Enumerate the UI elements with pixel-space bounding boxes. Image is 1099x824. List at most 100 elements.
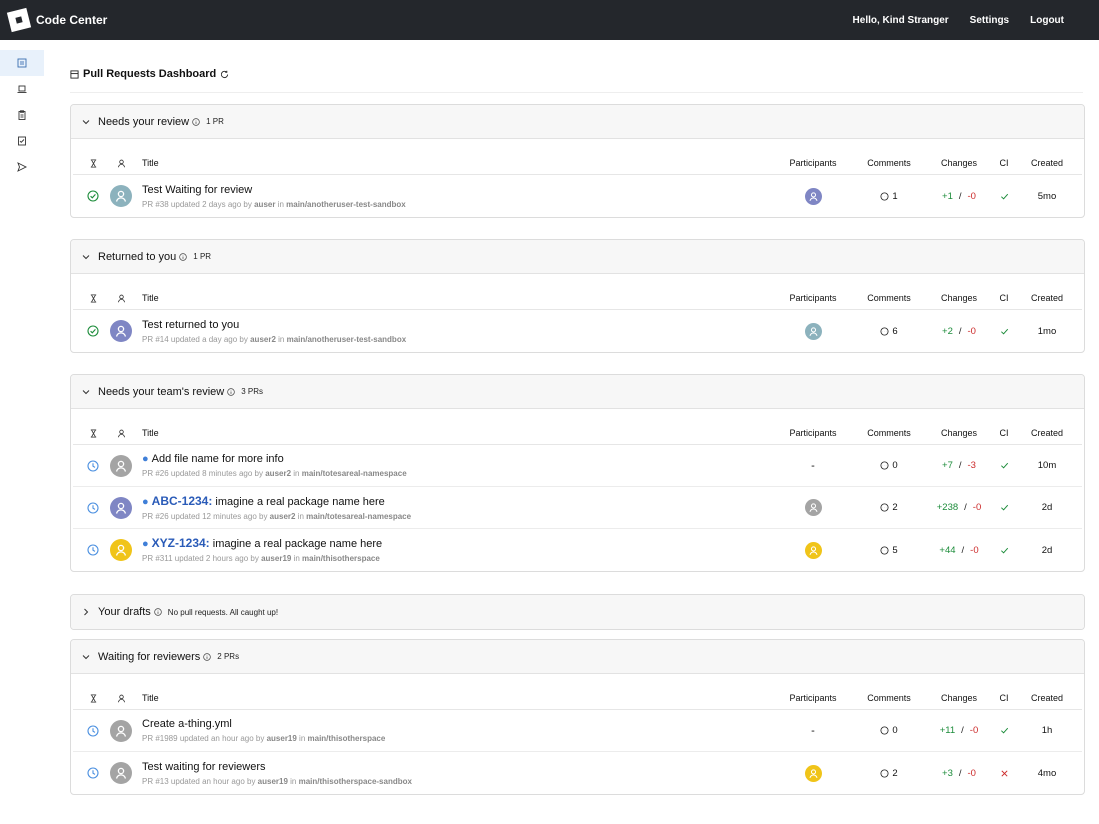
- participants-column-header[interactable]: Participants: [789, 693, 837, 703]
- ci-column-header[interactable]: CI: [999, 293, 1009, 303]
- participants-column-header[interactable]: Participants: [789, 428, 837, 438]
- app-logo-icon[interactable]: [6, 7, 32, 33]
- author-column-header[interactable]: [109, 429, 133, 438]
- ci-cell[interactable]: [994, 192, 1014, 201]
- title-column-header[interactable]: Title: [142, 428, 159, 438]
- comments-column-header[interactable]: Comments: [867, 293, 911, 303]
- section-header[interactable]: Waiting for reviewers 2 PRs: [71, 640, 1084, 674]
- pr-status: [86, 544, 100, 556]
- author-avatar[interactable]: [110, 496, 132, 519]
- author-avatar[interactable]: [110, 185, 132, 207]
- clock-icon: [87, 459, 99, 472]
- pr-title[interactable]: ● XYZ-1234: imagine a real package name h…: [142, 537, 382, 551]
- created-column-header[interactable]: Created: [1030, 158, 1064, 168]
- chevron-down-icon[interactable]: [81, 117, 91, 127]
- comments-cell: 1: [860, 191, 918, 202]
- ci-cell[interactable]: [994, 327, 1014, 336]
- comments-column-header[interactable]: Comments: [867, 158, 911, 168]
- participants-column-header[interactable]: Participants: [789, 293, 837, 303]
- pr-title[interactable]: Test returned to you: [142, 319, 406, 332]
- table-row[interactable]: Create a-thing.yml PR #1989 updated an h…: [73, 710, 1082, 752]
- participant-avatar[interactable]: [804, 187, 822, 205]
- section-header[interactable]: Your drafts No pull requests. All caught…: [71, 595, 1084, 629]
- ci-column-header[interactable]: CI: [999, 693, 1009, 703]
- comments-column-header[interactable]: Comments: [867, 693, 911, 703]
- table-row[interactable]: ● ABC-1234: imagine a real package name h…: [73, 487, 1082, 529]
- section-header[interactable]: Needs your review 1 PR: [71, 105, 1084, 139]
- created-column-header[interactable]: Created: [1030, 293, 1064, 303]
- participant-avatar[interactable]: [804, 499, 822, 516]
- logout-link[interactable]: Logout: [1030, 14, 1064, 26]
- chevron-right-icon[interactable]: [81, 607, 91, 617]
- status-column-header[interactable]: [86, 159, 100, 168]
- pr-title[interactable]: ● Add file name for more info: [142, 453, 407, 466]
- pr-title-text: imagine a real package name here: [212, 538, 383, 550]
- changes-column-header[interactable]: Changes: [940, 693, 978, 703]
- info-icon[interactable]: [179, 252, 188, 261]
- title-column-header[interactable]: Title: [142, 693, 159, 703]
- participant-avatar[interactable]: [804, 322, 822, 340]
- table-row[interactable]: Test returned to you PR #14 updated a da…: [73, 310, 1082, 352]
- ticket-link[interactable]: XYZ-1234:: [151, 536, 210, 550]
- created-column-header[interactable]: Created: [1030, 693, 1064, 703]
- ci-cell[interactable]: [994, 546, 1014, 555]
- author-column-header[interactable]: [109, 294, 133, 303]
- info-icon[interactable]: [192, 117, 200, 126]
- title-column-header[interactable]: Title: [142, 158, 159, 168]
- created-column-header[interactable]: Created: [1030, 428, 1064, 438]
- ci-column-header[interactable]: CI: [999, 158, 1009, 168]
- changes-column-header[interactable]: Changes: [940, 428, 978, 438]
- info-icon[interactable]: [227, 387, 235, 396]
- table-row[interactable]: Test waiting for reviewers PR #13 update…: [73, 752, 1082, 794]
- author-column-header[interactable]: [109, 694, 133, 703]
- changes-cell: +3/-0: [942, 767, 976, 779]
- changes-column-header[interactable]: Changes: [940, 158, 978, 168]
- comments-column-header[interactable]: Comments: [867, 428, 911, 438]
- chevron-down-icon[interactable]: [81, 387, 91, 397]
- participants-column-header[interactable]: Participants: [789, 158, 837, 168]
- author-column-header[interactable]: [109, 159, 133, 168]
- author-avatar[interactable]: [110, 762, 132, 784]
- ci-cell[interactable]: [994, 769, 1014, 778]
- info-icon[interactable]: [203, 652, 212, 661]
- author-avatar[interactable]: [110, 320, 132, 342]
- pr-title[interactable]: Test Waiting for review: [142, 184, 406, 197]
- table-row[interactable]: Test Waiting for review PR #38 updated 2…: [73, 175, 1082, 217]
- title-column-header[interactable]: Title: [142, 293, 159, 303]
- author-avatar[interactable]: [110, 539, 132, 561]
- status-column-header[interactable]: [86, 694, 100, 703]
- table-row[interactable]: ● Add file name for more info PR #26 upda…: [73, 445, 1082, 487]
- ci-column-header[interactable]: CI: [999, 428, 1009, 438]
- sidebar-item-send[interactable]: [0, 154, 44, 180]
- table-row[interactable]: ● XYZ-1234: imagine a real package name h…: [73, 529, 1082, 571]
- settings-link[interactable]: Settings: [969, 14, 1010, 26]
- ticket-link[interactable]: ABC-1234:: [151, 493, 213, 508]
- section-header[interactable]: Needs your team's review 3 PRs: [71, 375, 1084, 409]
- pr-title[interactable]: ● ABC-1234: imagine a real package name h…: [142, 493, 411, 509]
- sidebar-item-clipboard[interactable]: [0, 102, 44, 128]
- ci-cell[interactable]: [994, 726, 1014, 735]
- author-avatar[interactable]: [110, 719, 132, 742]
- section-header[interactable]: Returned to you 1 PR: [71, 240, 1084, 274]
- changes-column-header[interactable]: Changes: [940, 293, 978, 303]
- pr-title[interactable]: Test waiting for reviewers: [142, 761, 412, 774]
- send-icon: [17, 162, 27, 172]
- status-column-header[interactable]: [86, 429, 100, 438]
- chevron-down-icon[interactable]: [81, 252, 91, 262]
- status-column-header[interactable]: [86, 294, 100, 303]
- info-icon[interactable]: [154, 608, 162, 616]
- chevron-down-icon[interactable]: [81, 652, 91, 662]
- ci-cell[interactable]: [994, 461, 1014, 470]
- comments-cell: 0: [860, 725, 918, 736]
- participant-avatar[interactable]: [804, 764, 822, 782]
- sidebar-item-laptop[interactable]: [0, 76, 44, 102]
- sidebar-item-checklist[interactable]: [0, 128, 44, 154]
- ci-cell[interactable]: [994, 503, 1014, 512]
- author-avatar[interactable]: [110, 454, 132, 477]
- app-title[interactable]: Code Center: [36, 13, 108, 27]
- pr-title[interactable]: Create a-thing.yml: [142, 718, 385, 731]
- refresh-icon[interactable]: [220, 70, 229, 79]
- participant-avatar[interactable]: [804, 541, 822, 559]
- greeting-link[interactable]: Hello, Kind Stranger: [852, 14, 949, 26]
- sidebar-item-dashboard[interactable]: [0, 50, 44, 76]
